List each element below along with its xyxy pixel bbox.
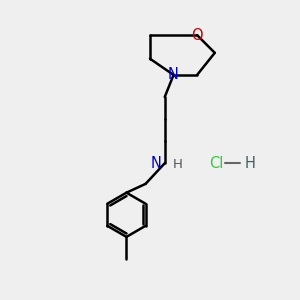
Text: N: N — [168, 68, 179, 82]
Text: H: H — [173, 158, 183, 171]
Text: O: O — [191, 28, 203, 43]
Text: Cl: Cl — [209, 156, 224, 171]
Text: H: H — [244, 156, 255, 171]
Text: N: N — [150, 156, 161, 171]
